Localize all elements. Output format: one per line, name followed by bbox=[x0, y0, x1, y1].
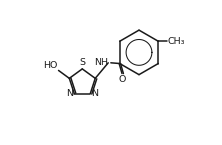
Text: N: N bbox=[67, 89, 73, 98]
Text: NH: NH bbox=[94, 58, 108, 67]
Text: O: O bbox=[119, 75, 126, 84]
Text: S: S bbox=[79, 58, 85, 67]
Text: CH₃: CH₃ bbox=[167, 37, 184, 46]
Text: N: N bbox=[91, 89, 98, 98]
Text: HO: HO bbox=[44, 61, 58, 70]
